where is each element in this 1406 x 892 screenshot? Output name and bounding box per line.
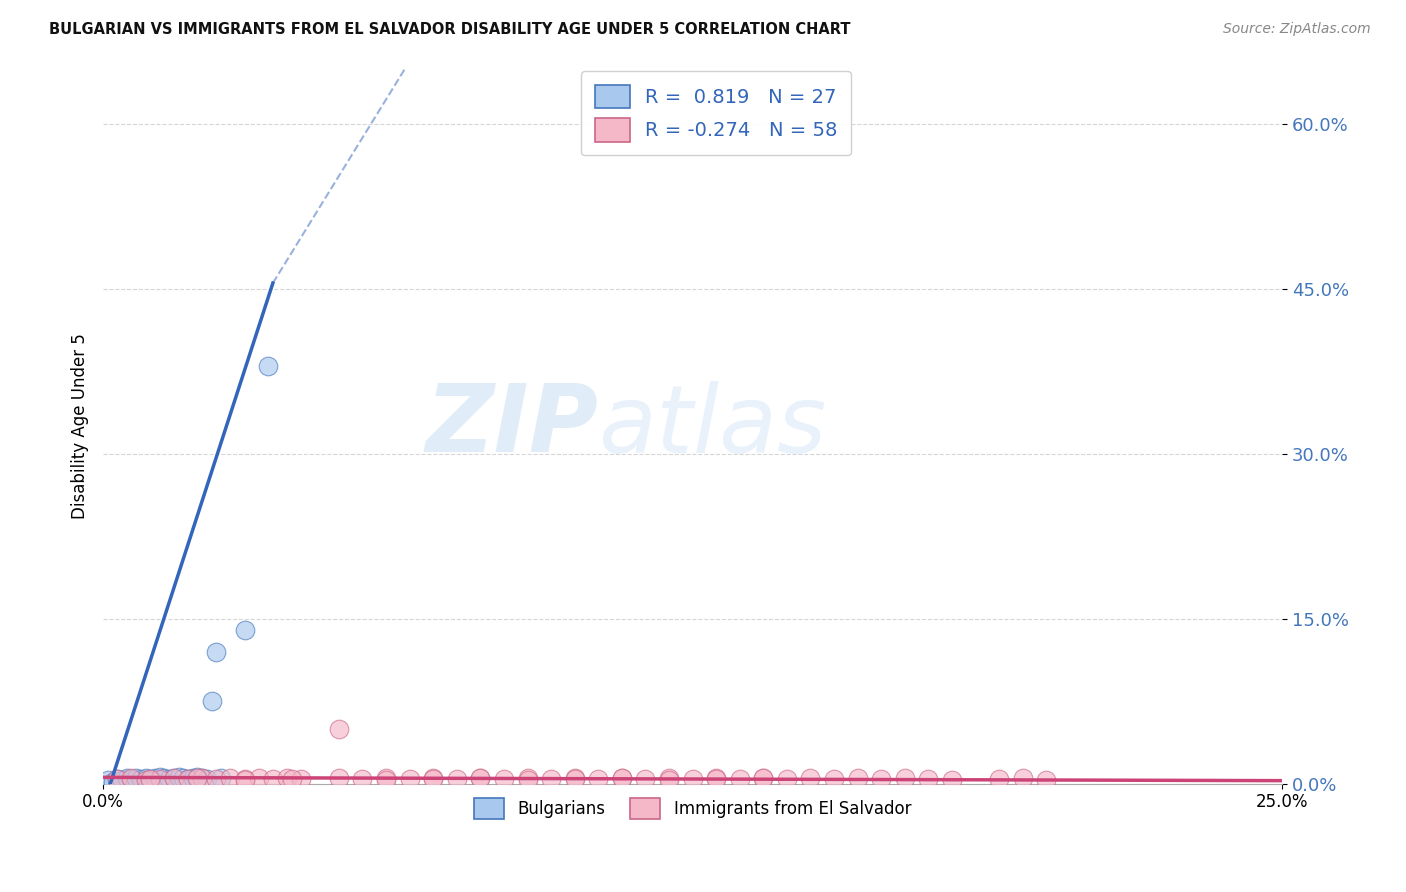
Point <box>1035 773 1057 788</box>
Point <box>111 773 134 788</box>
Point <box>610 771 633 785</box>
Point <box>149 772 172 787</box>
Text: atlas: atlas <box>598 381 827 472</box>
Point <box>139 772 162 787</box>
Point <box>823 772 845 787</box>
Point <box>177 772 200 787</box>
Point <box>422 772 444 787</box>
Point <box>752 771 775 785</box>
Text: BULGARIAN VS IMMIGRANTS FROM EL SALVADOR DISABILITY AGE UNDER 5 CORRELATION CHAR: BULGARIAN VS IMMIGRANTS FROM EL SALVADOR… <box>49 22 851 37</box>
Point <box>115 771 138 785</box>
Point <box>470 771 492 785</box>
Point <box>375 771 398 785</box>
Text: Source: ZipAtlas.com: Source: ZipAtlas.com <box>1223 22 1371 37</box>
Point <box>191 771 214 785</box>
Point <box>163 771 186 785</box>
Point <box>799 771 821 785</box>
Point <box>540 772 562 787</box>
Point <box>328 722 350 736</box>
Legend: Bulgarians, Immigrants from El Salvador: Bulgarians, Immigrants from El Salvador <box>467 792 918 825</box>
Point <box>129 772 152 787</box>
Point <box>172 771 194 785</box>
Point <box>352 772 374 787</box>
Point <box>422 771 444 785</box>
Point <box>846 771 869 785</box>
Point <box>233 772 256 787</box>
Point <box>167 770 190 784</box>
Point <box>191 771 214 785</box>
Text: ZIP: ZIP <box>426 380 598 472</box>
Point <box>586 772 609 787</box>
Point <box>752 771 775 785</box>
Y-axis label: Disability Age Under 5: Disability Age Under 5 <box>72 334 89 519</box>
Point <box>257 359 280 373</box>
Point <box>262 772 284 787</box>
Point <box>200 694 222 708</box>
Point <box>704 771 727 785</box>
Point <box>1011 771 1033 785</box>
Point <box>516 773 538 788</box>
Point <box>149 770 172 784</box>
Point <box>398 772 420 787</box>
Point <box>470 771 492 785</box>
Point <box>105 772 128 787</box>
Point <box>139 772 162 787</box>
Point <box>290 772 312 787</box>
Point <box>658 773 681 788</box>
Point <box>101 774 124 789</box>
Point <box>917 772 939 787</box>
Point <box>97 773 120 788</box>
Point <box>209 771 232 785</box>
Point <box>776 772 799 787</box>
Point <box>135 773 157 788</box>
Point <box>446 772 468 787</box>
Point <box>143 771 166 785</box>
Point <box>516 771 538 785</box>
Point <box>564 771 586 785</box>
Point <box>125 771 148 785</box>
Point <box>105 772 128 787</box>
Point <box>233 773 256 788</box>
Point <box>219 771 242 785</box>
Point <box>704 772 727 787</box>
Point <box>186 771 208 785</box>
Point <box>181 771 204 785</box>
Point <box>682 772 704 787</box>
Point <box>941 773 963 788</box>
Point <box>280 772 302 787</box>
Point <box>120 771 142 785</box>
Point <box>205 772 228 787</box>
Point <box>988 772 1011 787</box>
Point <box>375 773 398 788</box>
Point <box>163 771 186 785</box>
Point <box>893 771 915 785</box>
Point <box>233 623 256 637</box>
Point <box>492 772 515 787</box>
Point <box>157 772 180 787</box>
Point <box>610 771 633 785</box>
Point <box>177 772 200 787</box>
Point <box>870 772 893 787</box>
Point <box>276 771 298 785</box>
Point <box>658 771 681 785</box>
Point <box>195 772 218 787</box>
Point <box>634 772 657 787</box>
Point <box>328 771 350 785</box>
Point <box>135 771 157 785</box>
Point <box>564 772 586 787</box>
Point <box>186 770 208 784</box>
Point <box>247 771 270 785</box>
Point <box>153 771 176 785</box>
Point <box>120 772 142 787</box>
Point <box>728 772 751 787</box>
Point <box>205 645 228 659</box>
